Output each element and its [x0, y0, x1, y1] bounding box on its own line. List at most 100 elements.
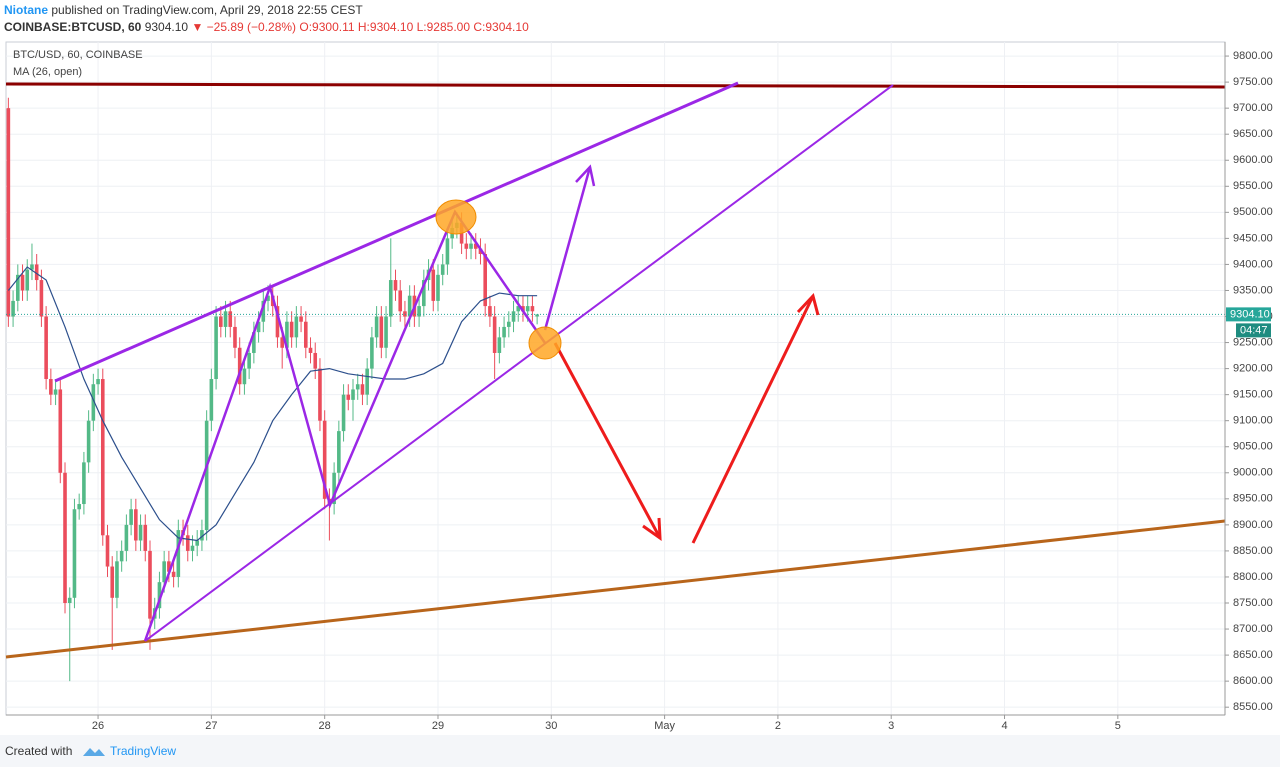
- grid: [6, 42, 1225, 715]
- x-tick-label: 26: [92, 720, 104, 732]
- candle-body: [77, 504, 81, 510]
- candle-body: [30, 264, 34, 270]
- plot-frame: [5, 41, 1226, 716]
- candle-body: [124, 524, 129, 551]
- candle-body: [422, 280, 426, 307]
- candle-body: [129, 509, 133, 525]
- x-tick-label: 27: [205, 720, 217, 732]
- y-tick-label: 9200.00: [1233, 363, 1273, 375]
- y-tick-label: 9800.00: [1233, 50, 1273, 62]
- candle-body: [521, 306, 525, 312]
- footer: Created with TradingView: [0, 735, 1280, 767]
- candle-body: [72, 509, 77, 598]
- candle-body: [148, 550, 152, 619]
- x-tick-label: 28: [319, 720, 331, 732]
- candle-body: [417, 306, 421, 317]
- highlight-break: [528, 326, 562, 360]
- candle-body: [473, 243, 478, 249]
- candle-body: [134, 509, 138, 541]
- x-tick-label: 29: [432, 720, 444, 732]
- resistance-line: [5, 82, 1226, 89]
- y-tick-label: 8700.00: [1233, 623, 1273, 635]
- candle-body: [96, 379, 100, 385]
- down-arrow-head: [642, 517, 662, 542]
- candle-body: [370, 337, 374, 369]
- y-tick-label: 9600.00: [1233, 154, 1273, 166]
- candle-body: [25, 269, 30, 291]
- candle-body: [374, 316, 379, 338]
- candle-body: [530, 306, 535, 312]
- candle-body: [351, 389, 355, 400]
- last-price-box: [1226, 307, 1271, 322]
- candle-body: [261, 300, 266, 322]
- candle-body: [289, 321, 294, 338]
- low: L:9285.00: [416, 20, 471, 34]
- candle-body: [497, 337, 502, 353]
- y-tick-label: 9700.00: [1233, 102, 1273, 114]
- y-tick-label: 8750.00: [1233, 597, 1273, 609]
- y-tick-label: 9250.00: [1233, 336, 1273, 348]
- candle-body: [49, 379, 53, 395]
- up-arrow: [543, 166, 592, 331]
- candle-body: [252, 332, 256, 353]
- candle-body: [200, 530, 204, 541]
- candle-body: [337, 431, 341, 473]
- candle-body: [6, 108, 11, 317]
- candle-body: [535, 314, 539, 317]
- candle-body: [209, 379, 214, 421]
- candle-body: [464, 243, 469, 249]
- candle-body: [195, 540, 200, 546]
- candle-body: [388, 280, 393, 317]
- candle-body: [233, 326, 237, 348]
- candle-body: [16, 274, 20, 301]
- candle-body: [285, 321, 289, 348]
- candle-body: [157, 582, 162, 609]
- candle-body: [53, 389, 58, 395]
- author[interactable]: Niotane: [4, 3, 49, 17]
- candle-body: [67, 597, 72, 604]
- candle-body: [20, 274, 25, 291]
- candle-body: [492, 316, 497, 353]
- y-tick-label: 9150.00: [1233, 389, 1273, 401]
- candle-body: [91, 384, 96, 421]
- candle-body: [185, 535, 190, 551]
- candle-body: [341, 394, 346, 432]
- y-tick-label: 9750.00: [1233, 76, 1273, 88]
- chart-title: BTC/USD, 60, COINBASE: [13, 49, 143, 61]
- candle-body: [318, 368, 322, 421]
- candle-body: [44, 316, 48, 380]
- y-tick-label: 8650.00: [1233, 649, 1273, 661]
- open: O:9300.11: [299, 20, 355, 34]
- marks: [6, 97, 1225, 682]
- down-arrow: [553, 342, 662, 539]
- candle-body: [365, 368, 369, 395]
- y-tick-label: 9450.00: [1233, 232, 1273, 244]
- y-tick-label: 8600.00: [1233, 675, 1273, 687]
- price: 9304.10: [144, 20, 189, 34]
- candle-body: [143, 524, 148, 551]
- candle-body: [407, 295, 412, 317]
- candle-body: [214, 316, 218, 380]
- candle-body: [100, 379, 105, 536]
- candle-body: [39, 280, 44, 317]
- candle-body: [223, 311, 228, 327]
- candle-body: [511, 311, 516, 322]
- candle-body: [440, 264, 445, 275]
- candle-body: [507, 321, 511, 327]
- candle-body: [308, 347, 313, 353]
- symbol: COINBASE:BTCUSD, 60: [4, 20, 142, 34]
- drawings: [5, 81, 1226, 659]
- header-line-1: Niotane published on TradingView.com, Ap…: [4, 2, 529, 19]
- chart: BTC/USD, 60, COINBASE MA (26, open) 8550…: [5, 41, 1273, 732]
- candle-body: [313, 352, 318, 369]
- candle-body: [115, 561, 119, 598]
- logo: [83, 748, 105, 756]
- y-tick-label: 9000.00: [1233, 467, 1273, 479]
- candle-body: [294, 316, 299, 338]
- zigzag: [143, 209, 547, 642]
- brand[interactable]: TradingView: [110, 744, 177, 758]
- header: Niotane published on TradingView.com, Ap…: [4, 2, 529, 36]
- y-tick-label: 9550.00: [1233, 180, 1273, 192]
- candle-body: [355, 384, 360, 390]
- candle-body: [119, 550, 124, 562]
